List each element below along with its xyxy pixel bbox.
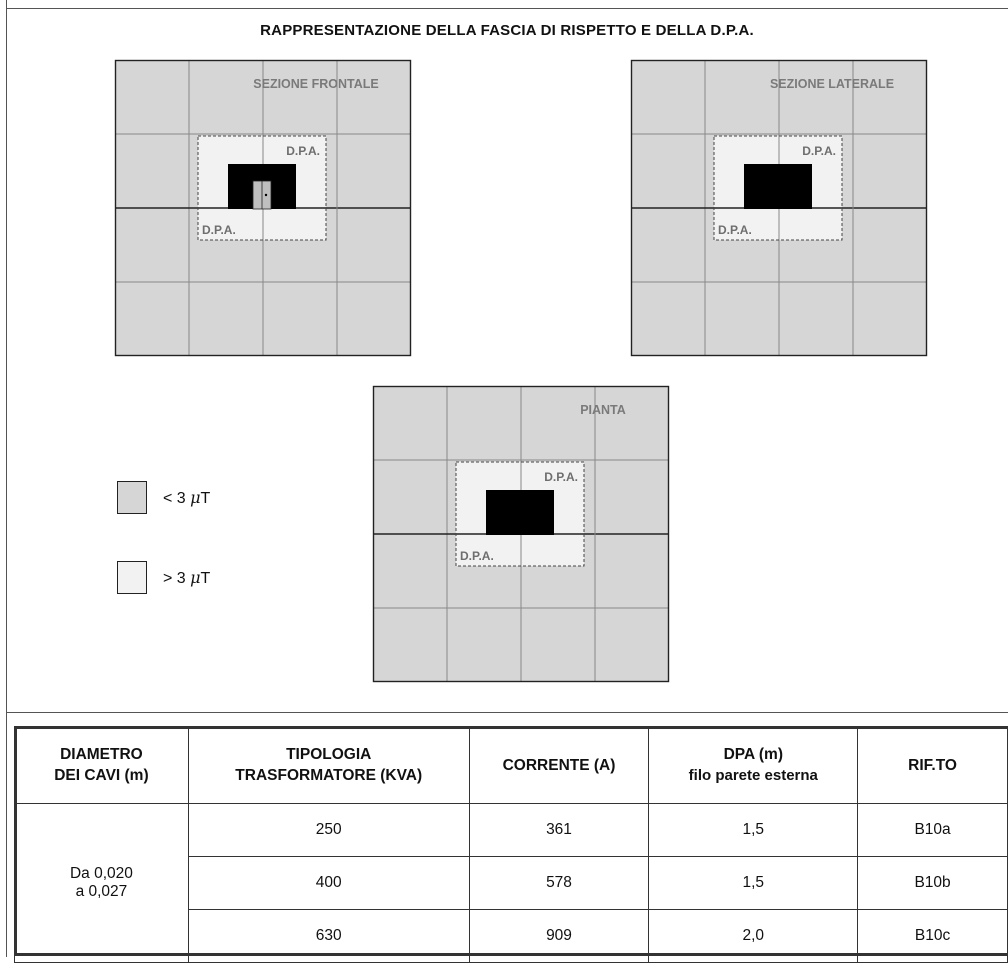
view-frame (372, 385, 670, 683)
section-separator (6, 712, 1008, 713)
view-frontale: SEZIONE FRONTALE D.P.A. D.P.A. (114, 59, 412, 357)
page-frame (6, 0, 1006, 957)
view-pianta: PIANTA D.P.A. D.P.A. (372, 385, 670, 683)
cell-corrente: 909 (468, 909, 650, 963)
cabin-block (744, 164, 812, 209)
dpa-boundary (197, 135, 327, 241)
view-label: PIANTA (580, 403, 626, 417)
header-tipologia: TIPOLOGIA TRASFORMATORE (KVA) (187, 726, 470, 804)
cell-tipologia: 630 (187, 909, 470, 963)
cell-diametro: Da 0,020 a 0,027 (14, 803, 189, 963)
dpa-boundary (455, 461, 585, 567)
page-title: RAPPRESENTAZIONE DELLA FASCIA DI RISPETT… (260, 22, 754, 39)
legend-item-low: < 3 μT (117, 481, 210, 514)
view-frame (114, 59, 412, 357)
legend-text-high: > 3 μT (163, 568, 210, 588)
legend-swatch-low (117, 481, 147, 514)
cell-corrente: 361 (468, 803, 650, 857)
dpa-label-bottom: D.P.A. (202, 223, 236, 237)
header-dpa: DPA (m) filo parete esterna (648, 726, 859, 804)
cell-rif: B10a (857, 803, 1008, 857)
header-corrente: CORRENTE (A) (468, 726, 650, 804)
view-frame (630, 59, 928, 357)
legend-high-suffix: T (200, 569, 211, 587)
table-header-row: DIAMETRO DEI CAVI (m) TIPOLOGIA TRASFORMAT… (14, 726, 1008, 804)
dpa-label-bottom: D.P.A. (718, 223, 752, 237)
legend-low-suffix: T (200, 489, 211, 507)
cell-dpa: 1,5 (648, 856, 859, 910)
header-rif: RIF.TO (857, 726, 1008, 804)
legend-low-unit: μ (190, 487, 201, 507)
legend-item-high: > 3 μT (117, 561, 210, 594)
view-label: SEZIONE LATERALE (770, 77, 894, 91)
header-diametro: DIAMETRO DEI CAVI (m) (14, 726, 189, 804)
legend-high-unit: μ (190, 567, 201, 587)
legend-low-prefix: < 3 (163, 489, 191, 507)
cell-dpa: 2,0 (648, 909, 859, 963)
view-label: SEZIONE FRONTALE (253, 77, 378, 91)
table-row: 400 578 1,5 B10b (15, 856, 1008, 910)
legend-swatch-high (117, 561, 147, 594)
legend-text-low: < 3 μT (163, 488, 210, 508)
cell-dpa: 1,5 (648, 803, 859, 857)
door-handle-icon (264, 193, 268, 197)
view-laterale: SEZIONE LATERALE D.P.A. D.P.A. (630, 59, 928, 357)
cabin-block (486, 490, 554, 535)
cell-tipologia: 250 (187, 803, 470, 857)
dpa-table: DIAMETRO DEI CAVI (m) TIPOLOGIA TRASFORMAT… (14, 726, 1008, 963)
cell-rif: B10c (857, 909, 1008, 963)
legend-high-prefix: > 3 (163, 569, 191, 587)
dpa-label-top: D.P.A. (802, 144, 836, 158)
dpa-label-top: D.P.A. (544, 470, 578, 484)
dpa-label-top: D.P.A. (286, 144, 320, 158)
top-rule (6, 8, 1008, 9)
dpa-boundary (713, 135, 843, 241)
table-row: Da 0,020 a 0,027 250 361 1,5 B10a (14, 803, 1008, 963)
cell-corrente: 578 (468, 856, 650, 910)
cell-rif: B10b (857, 856, 1008, 910)
cell-tipologia: 400 (187, 856, 470, 910)
dpa-label-bottom: D.P.A. (460, 549, 494, 563)
